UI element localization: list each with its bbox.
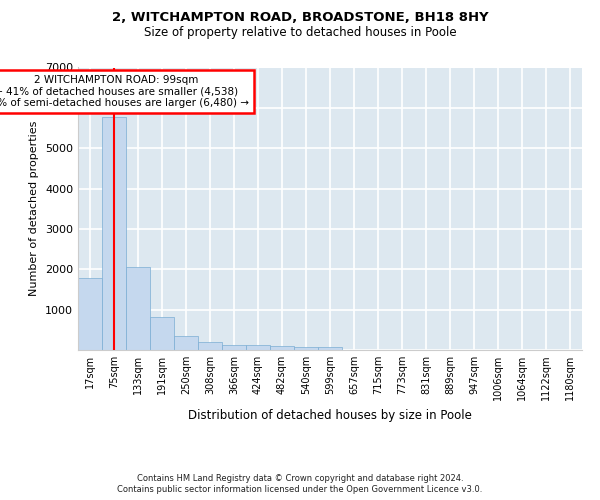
Bar	[150, 317, 174, 350]
Text: 2 WITCHAMPTON ROAD: 99sqm
← 41% of detached houses are smaller (4,538)
58% of se: 2 WITCHAMPTON ROAD: 99sqm ← 41% of detac…	[0, 75, 249, 108]
Bar	[270, 346, 294, 350]
Bar	[246, 346, 270, 350]
Bar	[78, 278, 102, 350]
Bar	[222, 345, 246, 350]
Bar	[126, 267, 150, 350]
Bar	[102, 116, 126, 350]
Bar	[294, 347, 318, 350]
Bar	[198, 342, 222, 350]
Text: Contains HM Land Registry data © Crown copyright and database right 2024.
Contai: Contains HM Land Registry data © Crown c…	[118, 474, 482, 494]
X-axis label: Distribution of detached houses by size in Poole: Distribution of detached houses by size …	[188, 408, 472, 422]
Bar	[318, 347, 342, 350]
Y-axis label: Number of detached properties: Number of detached properties	[29, 121, 40, 296]
Bar	[174, 336, 198, 350]
Text: Size of property relative to detached houses in Poole: Size of property relative to detached ho…	[143, 26, 457, 39]
Text: 2, WITCHAMPTON ROAD, BROADSTONE, BH18 8HY: 2, WITCHAMPTON ROAD, BROADSTONE, BH18 8H…	[112, 11, 488, 24]
